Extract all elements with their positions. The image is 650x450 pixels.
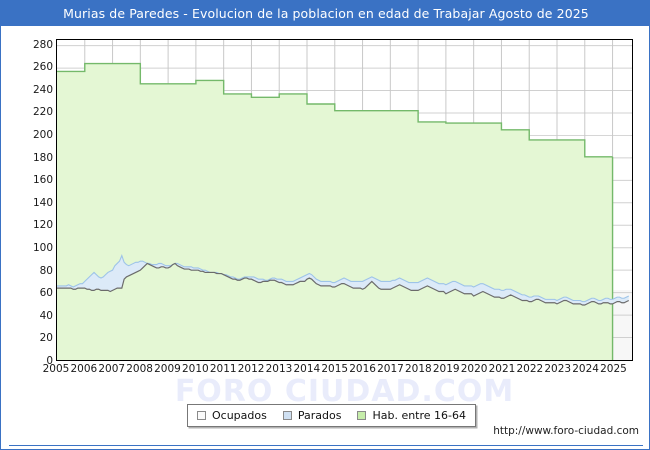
footer-divider	[9, 445, 643, 446]
x-tick-label: 2007	[98, 363, 126, 375]
plot-area	[56, 39, 633, 361]
legend-label-ocupados: Ocupados	[212, 409, 267, 422]
page-title: Murias de Paredes - Evolucion de la pobl…	[63, 6, 589, 21]
legend-swatch-ocupados	[197, 411, 206, 420]
y-tick-label: 180	[32, 151, 53, 164]
y-tick-label: 160	[32, 174, 53, 187]
y-tick-label: 220	[32, 106, 53, 119]
y-tick-label: 120	[32, 219, 53, 232]
series-hab-16-64-area	[57, 63, 613, 360]
legend-label-parados: Parados	[297, 409, 342, 422]
y-tick-label: 20	[39, 332, 53, 345]
legend-item-hab-16-64[interactable]: Hab. entre 16-64	[357, 409, 466, 422]
x-tick-label: 2023	[544, 363, 572, 375]
legend-item-ocupados[interactable]: Ocupados	[197, 409, 267, 422]
y-tick-label: 280	[32, 38, 53, 51]
chart-legend: Ocupados Parados Hab. entre 16-64	[187, 404, 477, 427]
x-tick-label: 2021	[488, 363, 516, 375]
x-tick-label: 2020	[460, 363, 488, 375]
x-tick-label: 2016	[349, 363, 376, 375]
legend-label-hab-16-64: Hab. entre 16-64	[372, 409, 467, 422]
x-axis: 2005 2006 2007 2008 2009 2010 2011 2012 2013 2014…	[43, 363, 633, 379]
y-axis: 0 20 40 60 80 100 120 140 160 180 200 220 240 260 280	[1, 38, 53, 366]
x-tick-label: 2024	[572, 363, 599, 375]
series-layer	[57, 62, 630, 360]
x-tick-label: 2006	[70, 363, 98, 375]
x-tick-label: 2018	[404, 363, 432, 375]
window-title-bar: Murias de Paredes - Evolucion de la pobl…	[1, 1, 650, 26]
x-tick-label: 2010	[181, 363, 209, 375]
x-tick-label: 2025	[600, 363, 627, 375]
series-ocupados-line	[57, 262, 630, 306]
x-tick-label: 2014	[293, 363, 321, 375]
x-tick-label: 2019	[432, 363, 460, 375]
y-tick-label: 40	[39, 309, 53, 322]
footer: http://www.foro-ciudad.com	[1, 421, 650, 450]
legend-item-parados[interactable]: Parados	[282, 409, 342, 422]
x-tick-label: 2005	[42, 363, 70, 375]
x-tick-label: 2022	[516, 363, 544, 375]
series-parados-line	[57, 254, 629, 303]
y-tick-label: 80	[39, 264, 53, 277]
legend-swatch-parados	[282, 411, 292, 420]
y-tick-label: 60	[39, 287, 53, 300]
y-tick-label: 0	[46, 355, 53, 367]
x-tick-label: 2013	[265, 363, 293, 375]
x-tick-label: 2009	[154, 363, 181, 375]
x-tick-label: 2008	[126, 363, 153, 375]
y-tick-label: 100	[32, 242, 53, 255]
legend-swatch-hab-16-64	[357, 411, 367, 420]
y-tick-label: 140	[32, 196, 53, 209]
x-tick-label: 2015	[321, 363, 349, 375]
x-tick-label: 2017	[377, 363, 404, 375]
chart-container: 0 20 40 60 80 100 120 140 160 180 200 220 240 260 280 …	[1, 26, 650, 427]
footer-url: http://www.foro-ciudad.com	[493, 425, 639, 437]
x-tick-label: 2012	[237, 363, 265, 375]
y-tick-label: 200	[32, 129, 53, 142]
x-tick-label: 2011	[209, 363, 237, 375]
y-tick-label: 260	[32, 61, 53, 74]
series-hab-16-64-line	[57, 62, 613, 158]
y-tick-label: 240	[32, 83, 53, 96]
